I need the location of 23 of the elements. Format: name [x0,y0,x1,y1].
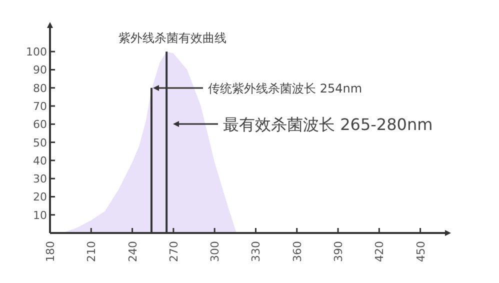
annotation: 传统紫外线杀菌波长 254nm [208,81,362,96]
y-tick-label: 80 [33,82,47,95]
annotation: 最有效杀菌波长 265-280nm [223,114,433,134]
y-tick-label: 70 [33,100,47,114]
x-tick-label: 240 [126,241,140,262]
x-tick-label: 180 [44,241,57,262]
y-tick-label: 20 [33,190,47,204]
x-tick-label: 450 [414,241,428,262]
y-tick-label: 40 [33,154,47,168]
y-tick-label: 30 [33,172,47,186]
x-tick-label: 360 [290,241,304,262]
y-tick-label: 90 [33,64,47,77]
x-tick-label: 420 [373,241,386,262]
x-tick-label: 270 [167,241,180,262]
y-tick-label: 10 [33,208,47,222]
x-tick-label: 210 [85,241,98,262]
y-tick-label: 60 [33,118,47,132]
x-tick-label: 330 [250,241,263,262]
y-tick-label: 50 [33,136,47,150]
y-tick-label: 100 [26,46,47,59]
chart-title: 紫外线杀菌有效曲线 [118,31,226,45]
x-tick-label: 300 [208,241,222,262]
x-tick-label: 390 [332,241,346,262]
